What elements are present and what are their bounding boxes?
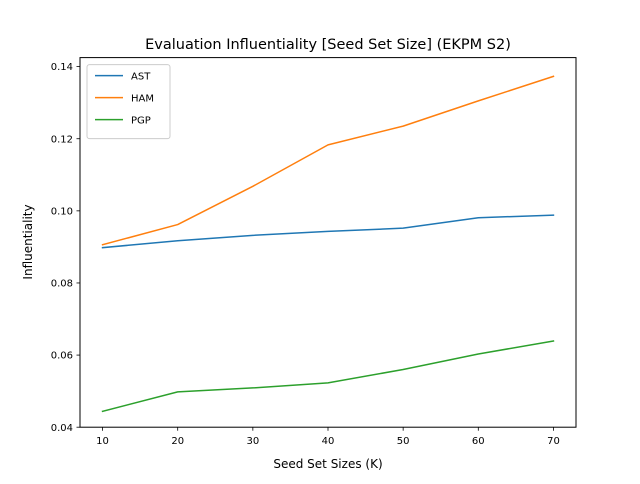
legend: AST HAM PGP (86, 64, 171, 140)
y-tick-label: 0.04 (51, 423, 73, 434)
x-axis-ticks: 10 20 30 40 50 60 70 (96, 427, 560, 447)
x-tick-label: 20 (171, 436, 184, 447)
x-axis-label: Seed Set Sizes (K) (273, 457, 382, 471)
plot-frame (79, 57, 577, 428)
x-tick-label: 50 (397, 436, 410, 447)
x-tick-label: 40 (322, 436, 335, 447)
y-axis-label: Influentiality (21, 204, 35, 279)
x-tick-label: 70 (547, 436, 560, 447)
legend-label: HAM (131, 94, 154, 105)
y-tick-label: 0.08 (51, 279, 73, 290)
y-tick-label: 0.12 (51, 134, 73, 145)
legend-label: AST (131, 72, 151, 83)
y-tick-label: 0.06 (51, 351, 73, 362)
y-axis-ticks: 0.04 0.06 0.08 0.10 0.12 0.14 (51, 62, 80, 434)
series-line-ham (101, 75, 555, 246)
chart-title: Evaluation Influentiality [Seed Set Size… (145, 37, 511, 53)
series-line-pgp (101, 340, 555, 413)
x-tick-label: 60 (472, 436, 485, 447)
y-tick-label: 0.10 (51, 206, 73, 217)
x-tick-label: 30 (246, 436, 259, 447)
series-line-ast (101, 214, 555, 249)
legend-label: PGP (131, 116, 151, 127)
y-tick-label: 0.14 (51, 62, 73, 73)
x-tick-label: 10 (96, 436, 109, 447)
series-lines (101, 75, 555, 413)
